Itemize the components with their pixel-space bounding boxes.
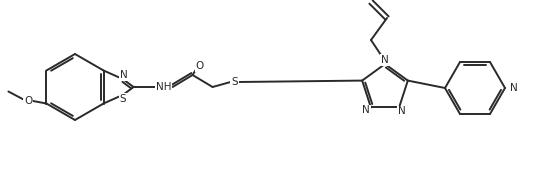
Text: O: O bbox=[195, 61, 204, 71]
Text: N: N bbox=[510, 83, 518, 93]
Text: N: N bbox=[381, 55, 389, 65]
Text: N: N bbox=[120, 70, 128, 80]
Text: S: S bbox=[231, 77, 238, 87]
Text: O: O bbox=[24, 96, 32, 105]
Text: N: N bbox=[362, 105, 370, 115]
Text: NH: NH bbox=[156, 82, 171, 92]
Text: N: N bbox=[398, 106, 406, 116]
Text: S: S bbox=[120, 94, 126, 104]
